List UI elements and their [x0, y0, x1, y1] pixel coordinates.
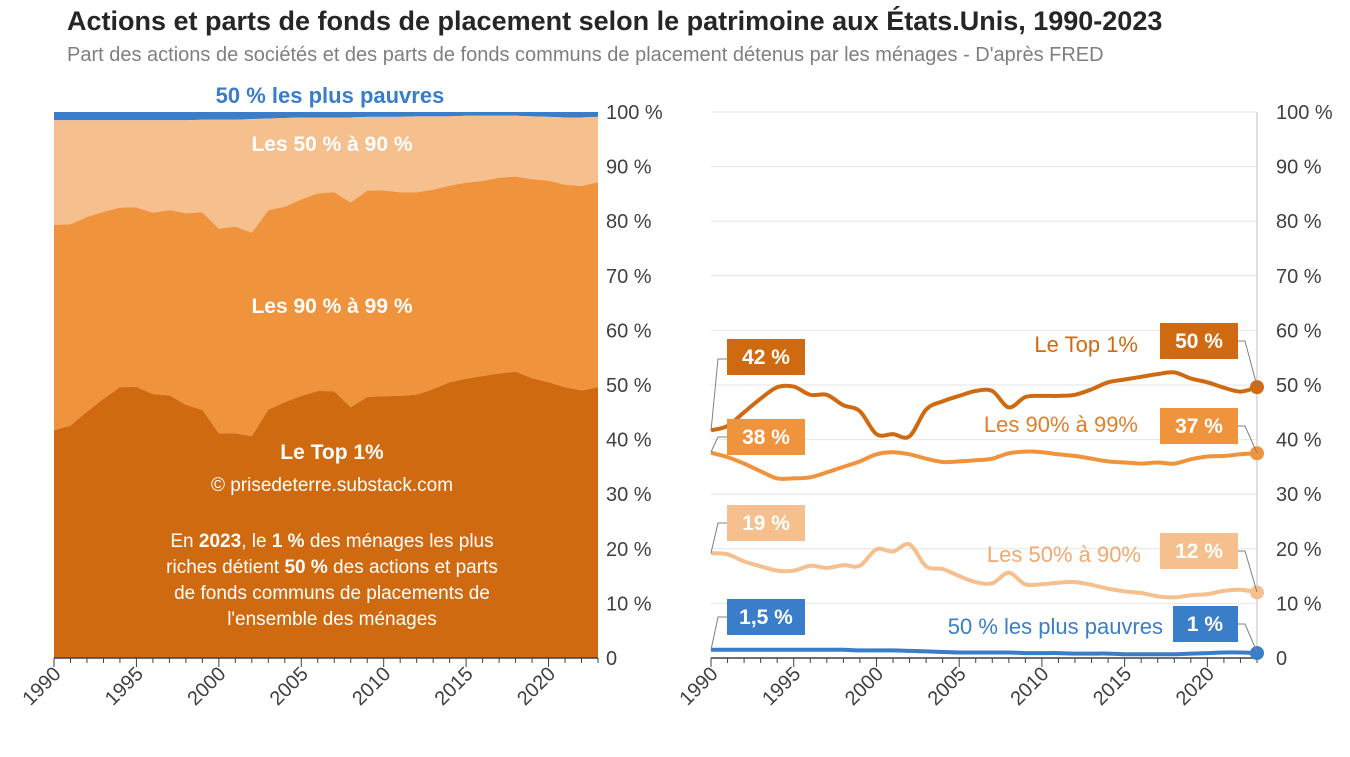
y-tick-label: 100 %	[1276, 102, 1333, 124]
right-x-tick-labels: 1990 1995 2000 2005 2010 2015 2020	[676, 663, 1219, 710]
y-tick-label: 0	[1276, 648, 1287, 670]
x-tick-label: 1995	[101, 663, 148, 710]
series-label-top-1: Le Top 1%	[1034, 332, 1138, 357]
note-line-3: de fonds communs de placements de	[174, 583, 490, 604]
chart-title: Actions et parts de fonds de placement s…	[67, 6, 1163, 36]
leader-start-bottom-50	[710, 616, 727, 651]
x-tick-label: 2005	[924, 663, 971, 710]
line-90-99	[710, 449, 1258, 481]
left-x-tick-marks	[53, 658, 599, 667]
note-line-2: riches détient 50 % des actions et parts	[166, 557, 498, 578]
start-tag-90-99	[727, 419, 805, 455]
leader-start-90-99	[710, 436, 727, 453]
series-label-bottom-50: 50 % les plus pauvres	[948, 614, 1163, 639]
y-tick-label: 90 %	[606, 157, 652, 179]
start-value-90-99: 38 %	[742, 426, 790, 449]
end-tag-90-99	[1160, 408, 1238, 444]
end-tag-bottom-50	[1173, 606, 1238, 642]
y-tick-label: 10 %	[606, 593, 652, 615]
label-top-1-area: Le Top 1%	[280, 441, 384, 464]
area-90-99	[54, 176, 598, 437]
right-x-tick-marks	[710, 658, 1258, 667]
chart-subtitle: Part des actions de sociétés et des part…	[67, 44, 1104, 66]
end-marker-top-1	[1250, 380, 1264, 395]
leader-end-top-1	[1238, 340, 1258, 387]
area-bottom-50	[54, 112, 598, 121]
x-tick-label: 2010	[1006, 663, 1053, 710]
line-top-1	[710, 370, 1258, 440]
y-tick-label: 20 %	[1276, 539, 1322, 561]
leader-end-50-90	[1238, 550, 1258, 593]
end-tag-50-90	[1160, 533, 1238, 569]
y-tick-label: 60 %	[606, 320, 652, 342]
start-tag-top-1	[727, 339, 805, 375]
label-bottom-50-area: 50 % les plus pauvres	[216, 83, 445, 108]
y-tick-label: 40 %	[1276, 430, 1322, 452]
leader-end-bottom-50	[1238, 623, 1258, 653]
line-chart: 1990 1995 2000 2005 2010 2015 2020 0 10 % 20 % 30…	[676, 102, 1333, 710]
x-tick-label: 2000	[841, 663, 888, 710]
series-label-50-90: Les 50% à 90%	[987, 542, 1141, 567]
end-value-top-1: 50 %	[1175, 330, 1223, 353]
end-value-50-90: 12 %	[1175, 540, 1223, 563]
end-value-90-99: 37 %	[1175, 415, 1223, 438]
line-50-90	[710, 542, 1258, 600]
y-tick-label: 70 %	[1276, 266, 1322, 288]
right-y-tick-labels: 0 10 % 20 % 30 % 40 % 50 % 60 % 70 % 80 % 90 % 100…	[1276, 102, 1333, 670]
y-tick-label: 80 %	[1276, 211, 1322, 233]
area-top-1	[54, 371, 598, 658]
y-tick-label: 20 %	[606, 539, 652, 561]
start-tag-bottom-50	[727, 599, 805, 635]
y-tick-label: 0	[606, 648, 617, 670]
series-label-90-99: Les 90% à 99%	[984, 412, 1138, 437]
left-y-tick-labels: 0 10 % 20 % 30 % 40 % 50 % 60 % 70 % 80 % 90 % 100…	[606, 102, 663, 670]
start-value-bottom-50: 1,5 %	[739, 606, 793, 629]
x-tick-label: 2015	[1089, 663, 1136, 710]
y-tick-label: 60 %	[1276, 320, 1322, 342]
credit-text: © prisedeterre.substack.com	[211, 475, 453, 496]
y-tick-label: 50 %	[1276, 375, 1322, 397]
x-tick-label: 1990	[676, 663, 723, 710]
end-marker-90-99	[1250, 446, 1264, 461]
start-value-50-90: 19 %	[742, 512, 790, 535]
leader-start-50-90	[710, 522, 727, 554]
y-tick-label: 100 %	[606, 102, 663, 124]
y-tick-label: 40 %	[606, 430, 652, 452]
line-bottom-50	[711, 647, 1258, 657]
x-tick-label: 2020	[1172, 663, 1219, 710]
x-tick-label: 2010	[348, 663, 395, 710]
x-tick-label: 2015	[431, 663, 478, 710]
x-tick-label: 2000	[183, 663, 230, 710]
note-line-1: En 2023, le 1 % des ménages les plus	[170, 531, 493, 552]
end-marker-50-90	[1250, 585, 1264, 600]
end-tag-top-1	[1160, 323, 1238, 359]
y-tick-label: 30 %	[606, 484, 652, 506]
y-tick-label: 30 %	[1276, 484, 1322, 506]
left-x-tick-labels: 1990 1995 2000 2005 2010 2015 2020	[19, 663, 561, 710]
y-tick-label: 10 %	[1276, 593, 1322, 615]
x-tick-label: 2020	[513, 663, 560, 710]
x-tick-label: 1990	[19, 663, 66, 710]
end-value-bottom-50: 1 %	[1187, 613, 1224, 636]
start-value-top-1: 42 %	[742, 346, 790, 369]
leader-end-90-99	[1238, 425, 1258, 454]
label-90-99-area: Les 90 % à 99 %	[251, 295, 412, 318]
label-50-90-area: Les 50 % à 90 %	[251, 133, 412, 156]
leader-start-top-1	[710, 358, 727, 432]
x-tick-label: 1995	[758, 663, 805, 710]
y-tick-label: 80 %	[606, 211, 652, 233]
y-tick-label: 70 %	[606, 266, 652, 288]
end-marker-bottom-50	[1250, 646, 1264, 661]
area-50-90	[54, 115, 598, 233]
x-tick-label: 2005	[266, 663, 313, 710]
y-tick-label: 90 %	[1276, 157, 1322, 179]
note-line-4: l'ensemble des ménages	[227, 609, 437, 630]
start-tag-50-90	[727, 505, 805, 541]
stacked-area-chart: 1990 1995 2000 2005 2010 2015 2020 0 10 % 20 % 30…	[19, 83, 663, 710]
y-tick-label: 50 %	[606, 375, 652, 397]
